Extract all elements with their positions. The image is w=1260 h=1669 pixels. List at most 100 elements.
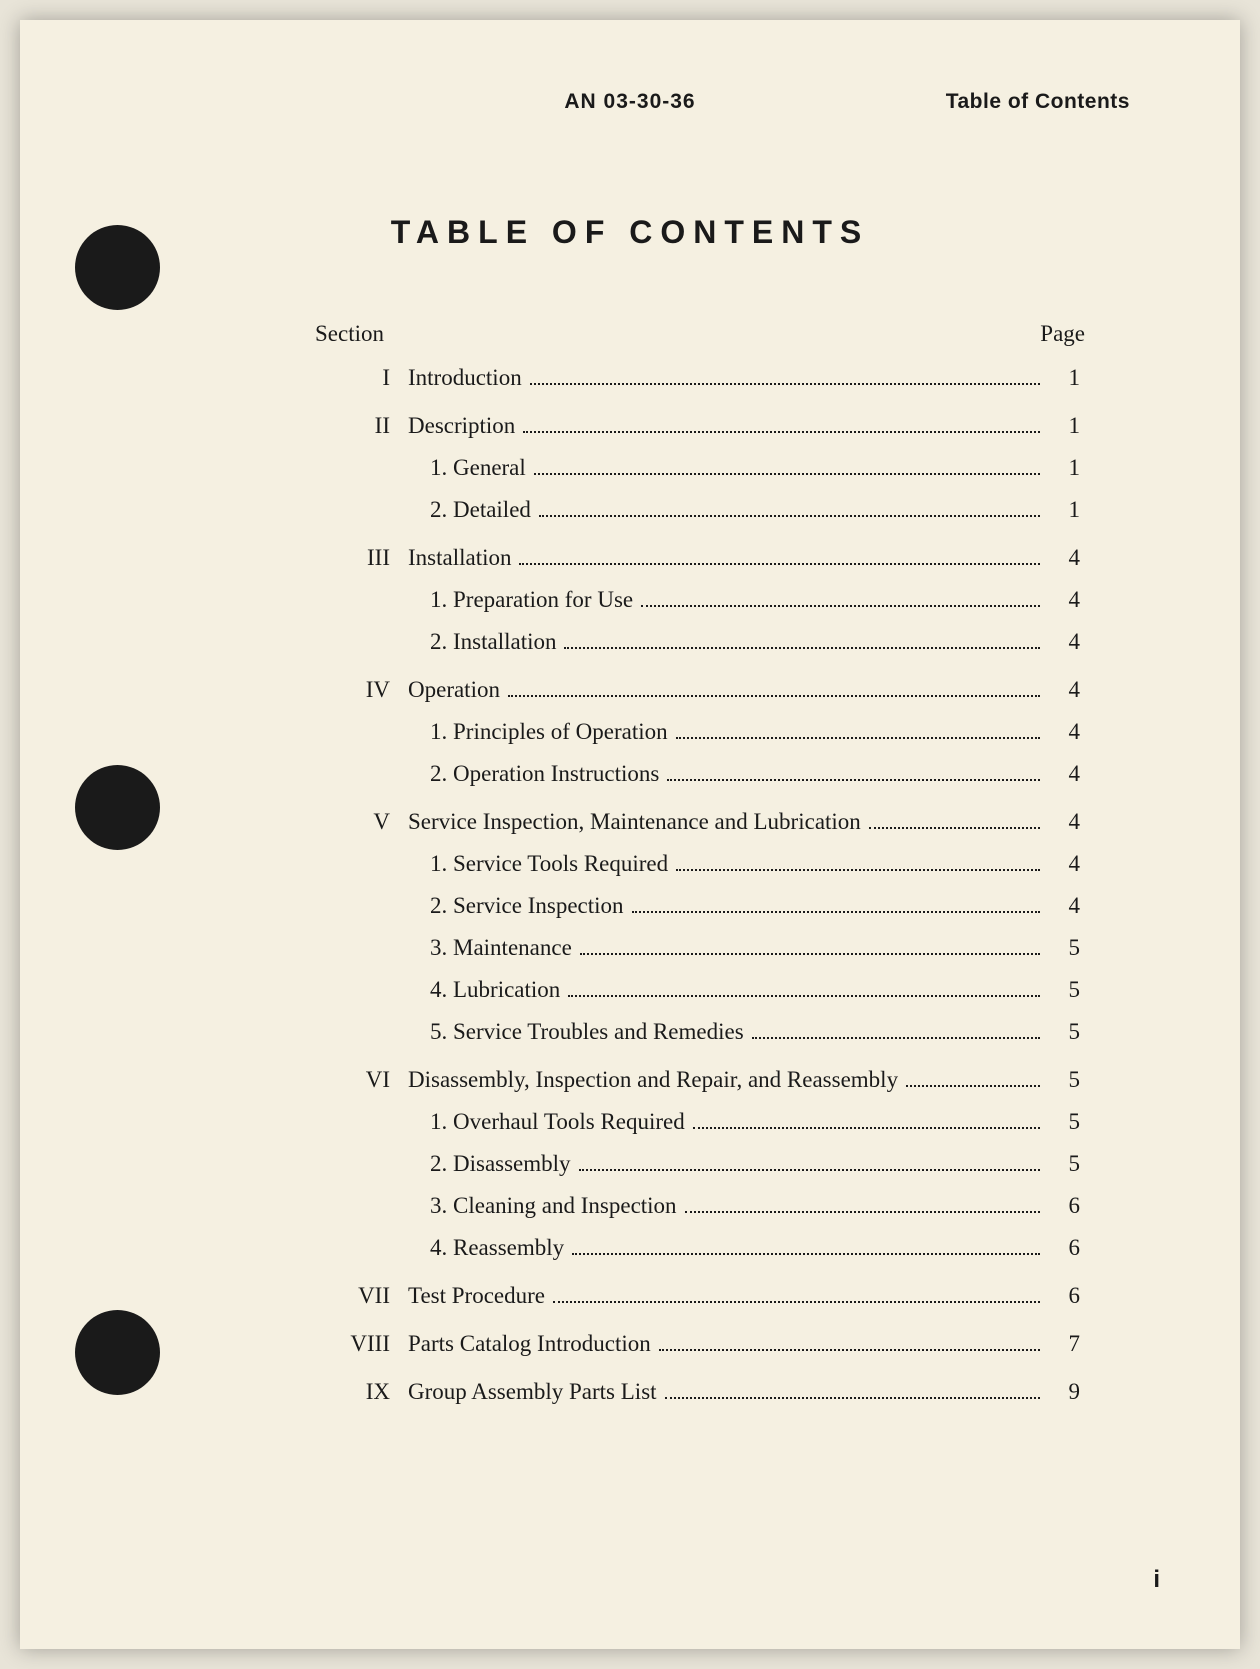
toc-subsection-row: 1. Preparation for Use4	[330, 587, 1080, 613]
dot-leader	[523, 431, 1040, 433]
subsection-title: 1. Principles of Operation	[430, 719, 668, 745]
page-number: 9	[1050, 1379, 1080, 1405]
toc-subsection-row: 2. Service Inspection 4	[330, 893, 1080, 919]
section-title: Group Assembly Parts List	[408, 1379, 657, 1405]
dot-leader	[676, 737, 1040, 739]
toc-section-row: IIDescription1	[330, 413, 1080, 439]
dot-leader	[693, 1127, 1040, 1129]
section-title: Disassembly, Inspection and Repair, and …	[408, 1067, 898, 1093]
section-roman-numeral: V	[330, 809, 390, 835]
page-number: 4	[1050, 851, 1080, 877]
dot-leader	[906, 1085, 1040, 1087]
dot-leader	[641, 605, 1040, 607]
page-number: 5	[1050, 977, 1080, 1003]
toc-subsection-row: 4. Lubrication 5	[330, 977, 1080, 1003]
toc-section-row: I Introduction 1	[330, 365, 1080, 391]
section-title: Service Inspection, Maintenance and Lubr…	[408, 809, 861, 835]
subsection-title: 2. Disassembly	[430, 1151, 571, 1177]
section-roman-numeral: VI	[330, 1067, 390, 1093]
punch-hole	[75, 765, 160, 850]
page-number: 5	[1050, 1109, 1080, 1135]
dot-leader	[572, 1253, 1040, 1255]
page-number: 5	[1050, 1019, 1080, 1045]
toc-subsection-row: 5. Service Troubles and Remedies 5	[330, 1019, 1080, 1045]
subsection-title: 2. Detailed	[430, 497, 531, 523]
toc-column-headers: Section Page	[330, 321, 1080, 347]
section-roman-numeral: II	[330, 413, 390, 439]
toc-container: Section Page I Introduction 1 II Description…	[330, 321, 1080, 1405]
subsection-title: 3. Cleaning and Inspection	[430, 1193, 677, 1219]
subsection-title: 2. Installation	[430, 629, 556, 655]
section-roman-numeral: VIII	[330, 1331, 390, 1357]
dot-leader	[665, 1397, 1040, 1399]
toc-section-row: IIIInstallation4	[330, 545, 1080, 571]
page-number: 1	[1050, 497, 1080, 523]
section-title: Description	[408, 413, 515, 439]
dot-leader	[632, 911, 1040, 913]
section-roman-numeral: VII	[330, 1283, 390, 1309]
dot-leader	[508, 695, 1040, 697]
subsection-title: 5. Service Troubles and Remedies	[430, 1019, 744, 1045]
dot-leader	[667, 779, 1040, 781]
page-title: TABLE OF CONTENTS	[120, 214, 1140, 251]
punch-hole	[75, 1310, 160, 1395]
subsection-title: 2. Service Inspection	[430, 893, 624, 919]
section-title: Introduction	[408, 365, 522, 391]
document-number: AN 03-30-36	[564, 90, 695, 114]
page-number: 4	[1050, 893, 1080, 919]
subsection-title: 1. Overhaul Tools Required	[430, 1109, 685, 1135]
dot-leader	[564, 647, 1040, 649]
subsection-title: 1. Service Tools Required	[430, 851, 668, 877]
dot-leader	[752, 1037, 1040, 1039]
section-roman-numeral: I	[330, 365, 390, 391]
toc-section-row: IV Operation 4	[330, 677, 1080, 703]
subsection-title: 3. Maintenance	[430, 935, 572, 961]
dot-leader	[530, 383, 1040, 385]
page-number: 5	[1050, 1151, 1080, 1177]
toc-subsection-row: 2. Detailed 1	[330, 497, 1080, 523]
dot-leader	[568, 995, 1040, 997]
page-header: AN 03-30-36 Table of Contents	[120, 90, 1140, 114]
toc-subsection-row: 1. Principles of Operation 4	[330, 719, 1080, 745]
page-number: 4	[1050, 719, 1080, 745]
page-number: 5	[1050, 1067, 1080, 1093]
document-page: AN 03-30-36 Table of Contents TABLE OF C…	[20, 20, 1240, 1649]
page-number: 6	[1050, 1193, 1080, 1219]
toc-subsection-row: 2. Operation Instructions4	[330, 761, 1080, 787]
dot-leader	[534, 473, 1040, 475]
header-label: Table of Contents	[910, 90, 1130, 114]
page-column-header: Page	[1040, 321, 1085, 347]
toc-subsection-row: 3. Cleaning and Inspection 6	[330, 1193, 1080, 1219]
dot-leader	[539, 515, 1040, 517]
toc-subsection-row: 1. Overhaul Tools Required 5	[330, 1109, 1080, 1135]
section-title: Installation	[408, 545, 511, 571]
page-number-footer: i	[1153, 1566, 1160, 1594]
subsection-title: 1. General	[430, 455, 526, 481]
subsection-title: 4. Reassembly	[430, 1235, 564, 1261]
subsection-title: 2. Operation Instructions	[430, 761, 659, 787]
toc-subsection-row: 1. Service Tools Required 4	[330, 851, 1080, 877]
dot-leader	[579, 1169, 1040, 1171]
toc-section-row: VIII Parts Catalog Introduction 7	[330, 1331, 1080, 1357]
subsection-title: 4. Lubrication	[430, 977, 560, 1003]
page-number: 4	[1050, 677, 1080, 703]
page-number: 4	[1050, 809, 1080, 835]
subsection-title: 1. Preparation for Use	[430, 587, 633, 613]
section-title: Test Procedure	[408, 1283, 545, 1309]
dot-leader	[519, 563, 1040, 565]
toc-subsection-row: 1. General 1	[330, 455, 1080, 481]
section-title: Operation	[408, 677, 500, 703]
toc-subsection-row: 2. Installation4	[330, 629, 1080, 655]
section-roman-numeral: IV	[330, 677, 390, 703]
page-number: 1	[1050, 455, 1080, 481]
toc-section-row: V Service Inspection, Maintenance and Lub…	[330, 809, 1080, 835]
toc-subsection-row: 4. Reassembly6	[330, 1235, 1080, 1261]
page-number: 7	[1050, 1331, 1080, 1357]
section-title: Parts Catalog Introduction	[408, 1331, 651, 1357]
toc-section-row: IXGroup Assembly Parts List9	[330, 1379, 1080, 1405]
dot-leader	[659, 1349, 1040, 1351]
toc-body: IIntroduction1IIDescription11. General12…	[330, 365, 1080, 1405]
page-number: 1	[1050, 365, 1080, 391]
dot-leader	[676, 869, 1040, 871]
toc-subsection-row: 3. Maintenance5	[330, 935, 1080, 961]
